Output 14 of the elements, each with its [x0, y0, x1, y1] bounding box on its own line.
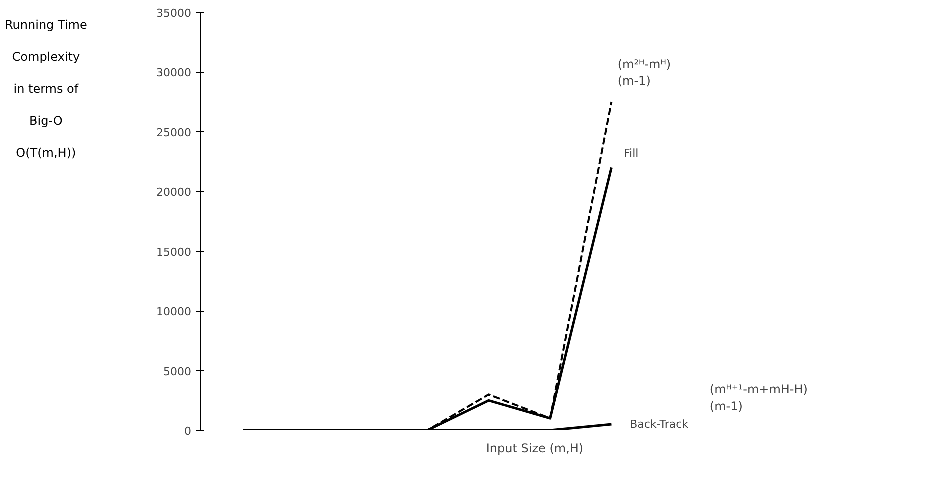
y-tick-label: 25000 — [156, 126, 192, 140]
annotation: (m²ᴴ-mᴴ) (m-1) — [618, 57, 672, 88]
y-tick-label: 30000 — [156, 66, 192, 80]
series-label: Fill — [624, 146, 639, 160]
series-label: Back-Track — [630, 418, 690, 432]
y-tick-label: 5000 — [164, 365, 192, 378]
y-tick-label: 15000 — [156, 246, 192, 259]
y-tick-label: 20000 — [156, 186, 192, 200]
y-tick-label: 35000 — [156, 7, 192, 20]
y-tick-label: 10000 — [156, 306, 192, 319]
text: Running Time Complexity in terms of Big-O O(T(m,H)) — [5, 18, 88, 160]
x-axis-title: Input Size (m,H) — [486, 442, 584, 456]
y-tick-label: 0 — [184, 425, 192, 438]
text: (mᴴ⁺¹-m+mH-H) (m-1) — [710, 382, 808, 414]
